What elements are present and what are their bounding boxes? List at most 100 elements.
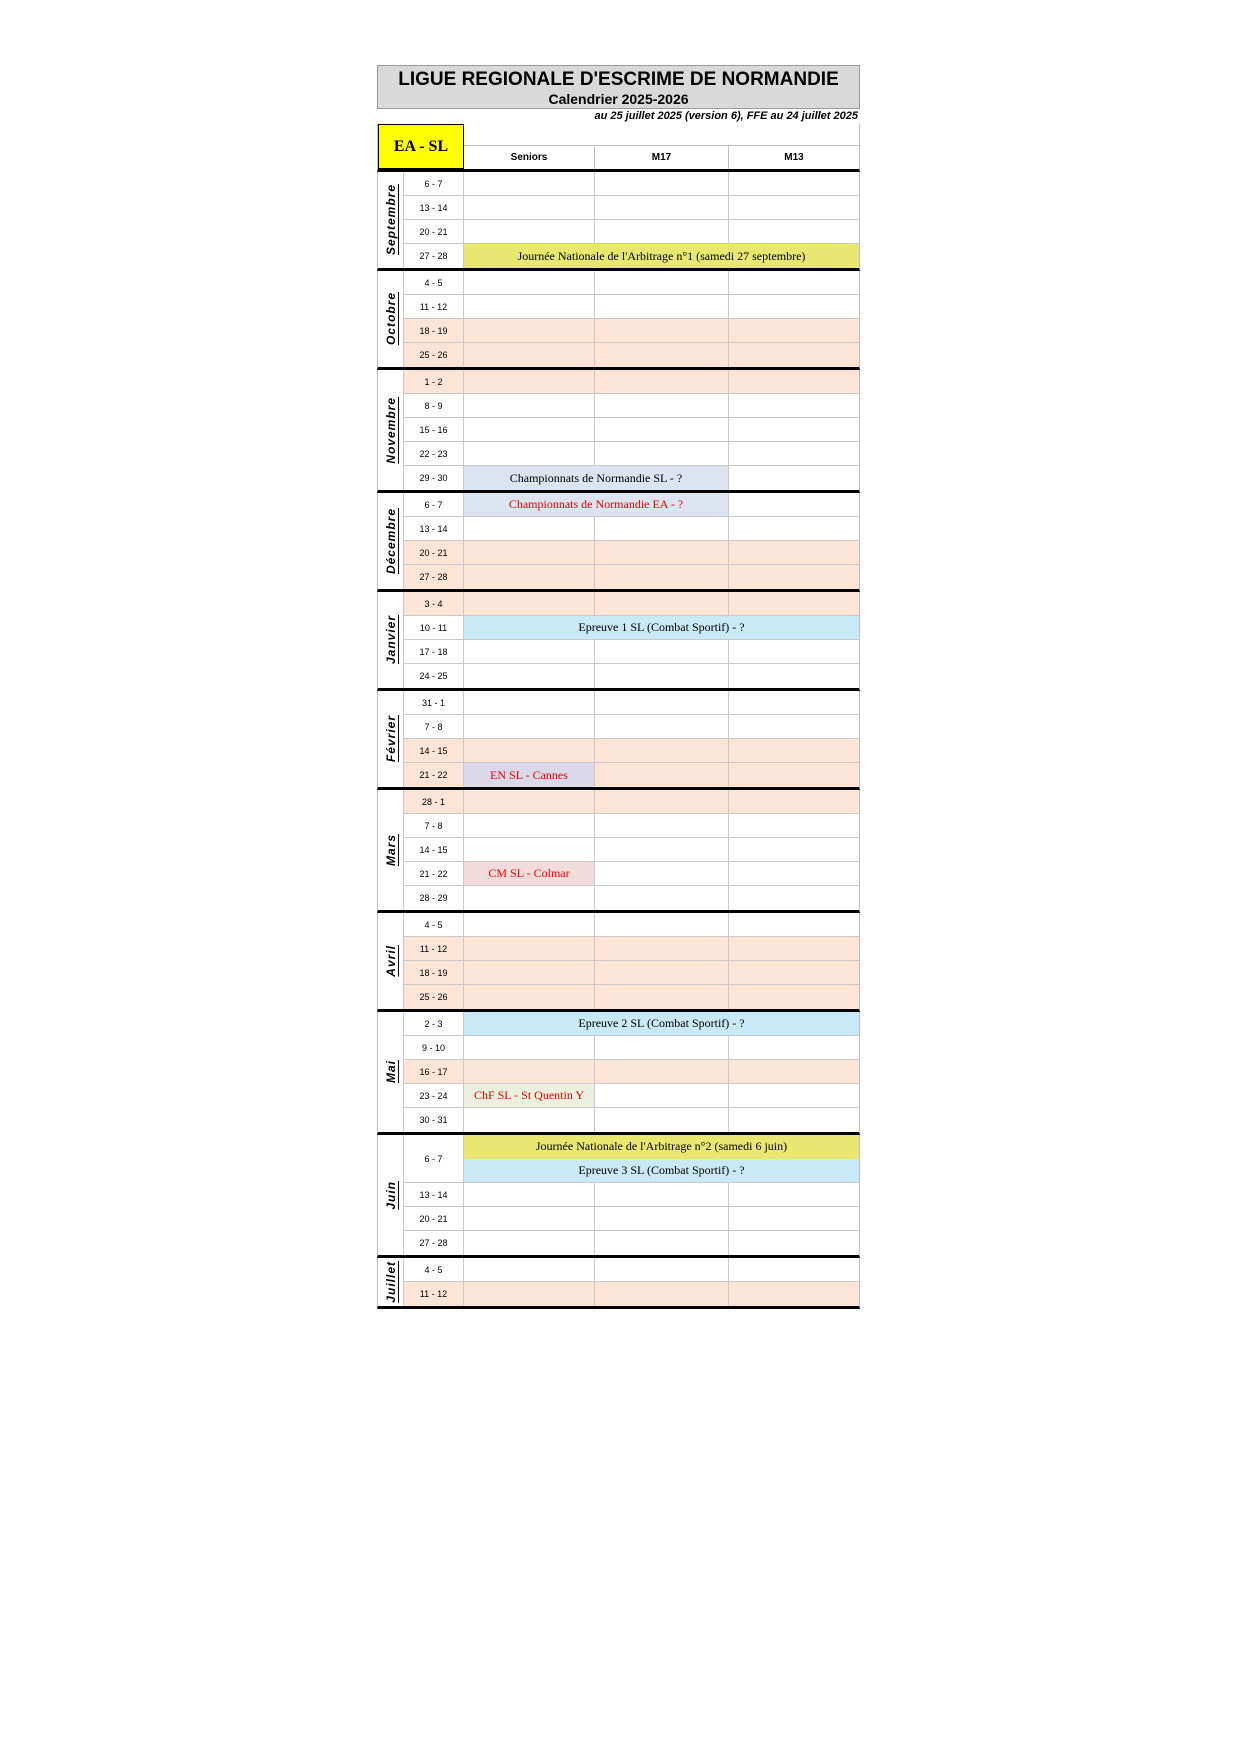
- event-band: Epreuve 1 SL (Combat Sportif) - ?: [464, 616, 859, 639]
- calendar-week-row: 20 - 21: [404, 541, 859, 565]
- calendar-week-row: 3 - 4: [404, 592, 859, 616]
- cell-m13: [729, 172, 859, 195]
- month-group-octobre: Octobre 4 - 5 11 - 12 18 - 19 25 - 26: [377, 271, 860, 370]
- cell-m13: [729, 220, 859, 243]
- cell-m17: [595, 343, 729, 367]
- header-spacer: [464, 124, 859, 146]
- month-label-cell: Juin: [378, 1135, 404, 1255]
- calendar-week-row: 14 - 15: [404, 838, 859, 862]
- week-range: 13 - 14: [404, 1183, 464, 1206]
- week-range: 22 - 23: [404, 442, 464, 465]
- week-range: 23 - 24: [404, 1084, 464, 1107]
- week-range: 17 - 18: [404, 640, 464, 663]
- week-range: 20 - 21: [404, 220, 464, 243]
- cell-m13: [729, 271, 859, 294]
- column-header-m13: M13: [784, 152, 804, 163]
- cell-m13: [729, 1108, 859, 1132]
- cell-m13: [729, 394, 859, 417]
- calendar-week-row: 10 - 11 Epreuve 1 SL (Combat Sportif) - ?: [404, 616, 859, 640]
- cell-m13: [729, 517, 859, 540]
- calendar-week-row: 1 - 2: [404, 370, 859, 394]
- month-label-cell: Septembre: [378, 172, 404, 268]
- cell-m17: [595, 913, 729, 936]
- month-label: Avril: [383, 945, 398, 977]
- cell-m17: [595, 1183, 729, 1206]
- cell-seniors: [464, 343, 595, 367]
- cell-seniors: ChF SL - St Quentin Y: [464, 1084, 595, 1107]
- cell-seniors: [464, 541, 595, 564]
- cell-m17: [595, 418, 729, 441]
- cell-seniors: [464, 1282, 595, 1306]
- cell-m17: [595, 394, 729, 417]
- calendar-week-row: 9 - 10: [404, 1036, 859, 1060]
- calendar-week-row: 16 - 17: [404, 1060, 859, 1084]
- cell-m13: [729, 592, 859, 615]
- cell-m13: [729, 466, 859, 490]
- cell-m17: [595, 541, 729, 564]
- cell-seniors: [464, 1060, 595, 1083]
- month-group-mai: Mai 2 - 3 Epreuve 2 SL (Combat Sportif) - …: [377, 1012, 860, 1135]
- month-label: Septembre: [383, 184, 398, 256]
- calendar-week-row: 21 - 22 CM SL - Colmar: [404, 862, 859, 886]
- calendar-week-row: 17 - 18: [404, 640, 859, 664]
- week-range: 31 - 1: [404, 691, 464, 714]
- week-range: 2 - 3: [404, 1012, 464, 1035]
- cell-seniors: [464, 1183, 595, 1206]
- month-label: Décembre: [383, 507, 398, 575]
- week-range: 27 - 28: [404, 565, 464, 589]
- calendar-week-row: 4 - 5: [404, 271, 859, 295]
- cell-m17: [595, 1258, 729, 1281]
- cell-m13: [729, 418, 859, 441]
- week-range: 11 - 12: [404, 937, 464, 960]
- calendar-week-row: 18 - 19: [404, 961, 859, 985]
- month-label: Juillet: [383, 1261, 398, 1303]
- cell-m17: [595, 664, 729, 688]
- cell-seniors: [464, 937, 595, 960]
- month-label-cell: Novembre: [378, 370, 404, 490]
- page-subtitle: Calendrier 2025-2026: [548, 91, 689, 107]
- cell-m17: [595, 196, 729, 219]
- month-label: Janvier: [383, 615, 398, 665]
- cell-m17: [595, 691, 729, 714]
- cell-m17: [595, 838, 729, 861]
- cell-m17: [595, 790, 729, 813]
- cell-seniors: [464, 886, 595, 910]
- calendar-week-row: 11 - 12: [404, 1282, 859, 1306]
- cell-seniors: [464, 1258, 595, 1281]
- cell-m17: [595, 1084, 729, 1107]
- cell-m17: [595, 886, 729, 910]
- calendar-week-row: 14 - 15: [404, 739, 859, 763]
- cell-m13: [729, 319, 859, 342]
- weeks-column: 6 - 7 Championnats de Normandie EA - ? 13 …: [404, 493, 859, 589]
- event-band: Journée Nationale de l'Arbitrage n°2 (sa…: [464, 1135, 859, 1159]
- calendar-week-row: 13 - 14: [404, 517, 859, 541]
- cell-seniors: [464, 394, 595, 417]
- week-range: 20 - 21: [404, 1207, 464, 1230]
- weeks-column: 6 - 7 Journée Nationale de l'Arbitrage n°…: [404, 1135, 859, 1255]
- cell-seniors: [464, 1231, 595, 1255]
- calendar-week-row: 30 - 31: [404, 1108, 859, 1132]
- cell-m13: [729, 1060, 859, 1083]
- calendar-week-row: 23 - 24 ChF SL - St Quentin Y: [404, 1084, 859, 1108]
- weeks-column: 2 - 3 Epreuve 2 SL (Combat Sportif) - ? 9 …: [404, 1012, 859, 1132]
- weeks-column: 4 - 5 11 - 12: [404, 1258, 859, 1306]
- cell-m13: [729, 886, 859, 910]
- column-header-labels: Seniors M17 M13: [464, 146, 859, 169]
- calendar-week-row: 25 - 26: [404, 343, 859, 367]
- cell-m13: [729, 985, 859, 1009]
- event-band: Journée Nationale de l'Arbitrage n°1 (sa…: [464, 244, 859, 268]
- calendar-week-row: 6 - 7 Journée Nationale de l'Arbitrage n°…: [404, 1135, 859, 1183]
- calendar-week-row: 7 - 8: [404, 715, 859, 739]
- cell-seniors: [464, 814, 595, 837]
- calendar-document: LIGUE REGIONALE D'ESCRIME DE NORMANDIE C…: [377, 65, 860, 1309]
- cell-m13: [729, 1231, 859, 1255]
- event-band: Epreuve 2 SL (Combat Sportif) - ?: [464, 1012, 859, 1035]
- calendar-week-row: 4 - 5: [404, 1258, 859, 1282]
- week-range: 25 - 26: [404, 343, 464, 367]
- cell-seniors: [464, 961, 595, 984]
- calendar-week-row: 6 - 7: [404, 172, 859, 196]
- cell-m13: [729, 838, 859, 861]
